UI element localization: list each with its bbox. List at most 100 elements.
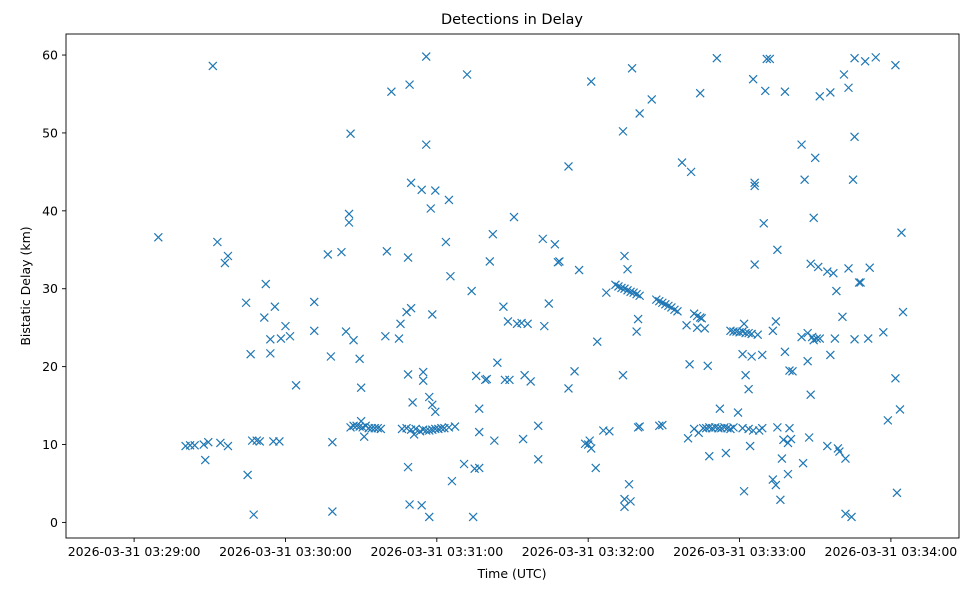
data-point — [564, 384, 573, 393]
data-point — [406, 178, 416, 188]
data-point — [865, 263, 875, 273]
data-point — [635, 109, 645, 118]
data-point — [623, 264, 632, 274]
data-point — [418, 367, 428, 377]
data-point — [586, 443, 596, 453]
data-point — [533, 421, 543, 431]
data-point — [474, 463, 484, 473]
data-point — [831, 286, 841, 296]
data-point — [485, 257, 495, 266]
data-point — [871, 52, 881, 62]
data-point — [804, 433, 814, 442]
data-point — [747, 352, 757, 361]
data-point — [750, 178, 760, 188]
y-axis: 0 10 20 30 40 50 60 — [42, 48, 66, 530]
data-point — [839, 70, 849, 79]
data-point — [411, 424, 421, 434]
data-point — [200, 455, 210, 465]
data-point — [685, 359, 695, 369]
data-point — [376, 424, 386, 434]
data-point — [847, 512, 856, 522]
data-point — [785, 423, 794, 433]
data-point — [779, 435, 788, 445]
data-point — [856, 278, 866, 287]
data-point — [526, 377, 536, 386]
data-point — [291, 380, 301, 390]
chart-title: Detections in Delay — [441, 12, 583, 28]
data-point — [841, 454, 850, 463]
data-point — [274, 436, 284, 446]
data-point — [518, 434, 528, 444]
data-point — [624, 479, 634, 489]
data-point — [427, 310, 437, 319]
data-point — [190, 440, 200, 450]
data-point — [883, 415, 893, 425]
x-axis-label: Time (UTC) — [476, 566, 546, 581]
data-point — [739, 486, 749, 496]
data-point — [417, 500, 427, 510]
data-point — [838, 312, 847, 322]
data-point — [574, 265, 584, 275]
data-point — [249, 510, 259, 520]
data-point — [346, 129, 355, 139]
data-point — [405, 80, 415, 90]
data-point — [891, 60, 900, 70]
x-tick-label: 2026-03-31 03:29:00 — [68, 544, 201, 559]
data-point — [427, 400, 437, 410]
data-point — [538, 234, 548, 244]
data-point — [806, 259, 816, 269]
data-point — [841, 509, 850, 519]
data-point — [585, 436, 595, 446]
data-point — [741, 370, 751, 380]
data-point — [800, 175, 810, 185]
data-point — [223, 251, 233, 261]
data-point — [686, 167, 696, 177]
data-point — [632, 327, 642, 336]
data-point — [788, 366, 797, 376]
data-point — [580, 439, 590, 449]
data-point — [844, 83, 853, 93]
data-point — [450, 422, 460, 432]
data-point — [261, 279, 271, 289]
data-point — [403, 462, 413, 472]
data-point — [220, 258, 230, 268]
y-axis-label: Bistatic Delay (km) — [18, 226, 33, 345]
data-point — [523, 319, 533, 329]
data-point — [772, 245, 782, 255]
data-point — [441, 237, 451, 247]
data-point — [810, 153, 820, 163]
y-tick-label: 40 — [42, 203, 58, 218]
data-point — [627, 63, 637, 73]
data-point — [739, 319, 749, 329]
data-point — [337, 247, 346, 257]
data-point — [850, 334, 859, 344]
data-point — [828, 268, 838, 278]
data-point — [835, 447, 844, 456]
data-point — [626, 287, 635, 297]
data-point — [153, 232, 163, 242]
data-point — [744, 384, 754, 394]
data-point — [748, 74, 758, 84]
data-point — [721, 448, 731, 458]
data-point — [825, 350, 835, 360]
y-tick-label: 20 — [42, 359, 58, 374]
data-point — [850, 53, 859, 63]
data-point — [697, 313, 707, 323]
data-point — [798, 458, 808, 468]
data-point — [760, 86, 770, 96]
data-point — [255, 436, 265, 446]
data-point — [356, 383, 366, 393]
x-tick-label: 2026-03-31 03:31:00 — [370, 544, 503, 559]
data-point — [715, 404, 725, 414]
data-point — [265, 334, 275, 344]
data-point — [349, 335, 359, 345]
data-point — [620, 494, 629, 504]
data-point — [657, 420, 667, 430]
data-point — [426, 204, 436, 213]
data-point — [430, 186, 440, 195]
data-point — [436, 423, 446, 433]
data-point — [704, 451, 714, 461]
data-point — [654, 421, 664, 431]
data-point — [783, 469, 793, 479]
data-point — [421, 140, 431, 150]
